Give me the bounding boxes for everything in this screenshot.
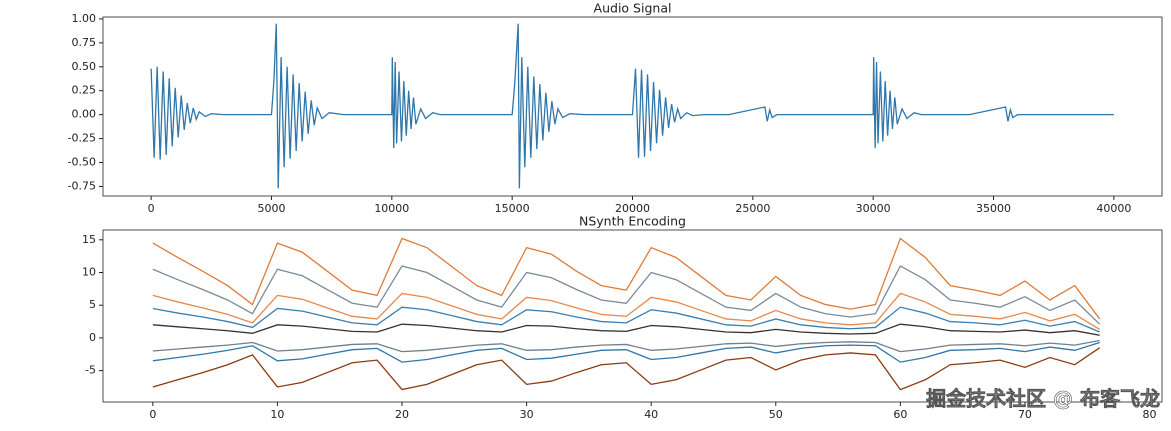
y-tick-label: 10 [82, 266, 96, 279]
x-tick-label: 25000 [735, 202, 770, 215]
x-tick-label: 15000 [495, 202, 530, 215]
y-tick-label: 5 [89, 298, 96, 311]
data-line [152, 323, 1100, 336]
x-tick-label: 0 [149, 408, 156, 421]
data-line [152, 341, 1100, 363]
x-tick-label: 30000 [856, 202, 891, 215]
x-tick-label: 10000 [374, 202, 409, 215]
y-tick-label: 0.50 [72, 60, 97, 73]
data-line [152, 292, 1101, 330]
x-tick-label: 50 [769, 408, 783, 421]
y-tick-label: 15 [82, 233, 96, 246]
data-line [150, 23, 1114, 189]
plot-frame [102, 16, 1163, 197]
x-tick-label: 0 [148, 202, 155, 215]
y-tick-label: 0 [89, 331, 96, 344]
x-tick-label: 10 [270, 408, 284, 421]
y-tick-label: -5 [85, 364, 96, 377]
watermark: 掘金技术社区 @ 布客飞龙 [926, 387, 1160, 411]
data-line [152, 339, 1100, 353]
x-tick-label: 70 [1018, 408, 1032, 421]
y-tick-label: 1.00 [72, 12, 97, 25]
x-tick-label: 40 [644, 408, 658, 421]
x-tick-label: 5000 [257, 202, 285, 215]
y-tick-label: 0.00 [72, 108, 97, 121]
data-line [152, 265, 1101, 325]
plot-frame [102, 229, 1163, 403]
y-tick-label: -0.75 [68, 179, 96, 192]
chart-title: NSynth Encoding [579, 214, 686, 229]
data-line [152, 306, 1100, 333]
data-line [152, 347, 1101, 391]
x-tick-label: 30 [520, 408, 534, 421]
data-line [152, 237, 1101, 320]
x-tick-label: 40000 [1096, 202, 1131, 215]
x-tick-label: 35000 [976, 202, 1011, 215]
y-tick-label: 0.25 [72, 84, 97, 97]
chart-title: Audio Signal [594, 1, 672, 16]
x-tick-label: 20 [395, 408, 409, 421]
y-tick-label: -0.50 [68, 155, 96, 168]
x-tick-label: 20000 [615, 202, 650, 215]
x-tick-label: 60 [893, 408, 907, 421]
y-tick-label: -0.25 [68, 132, 96, 145]
y-tick-label: 0.75 [72, 36, 97, 49]
x-tick-label: 80 [1143, 408, 1157, 421]
